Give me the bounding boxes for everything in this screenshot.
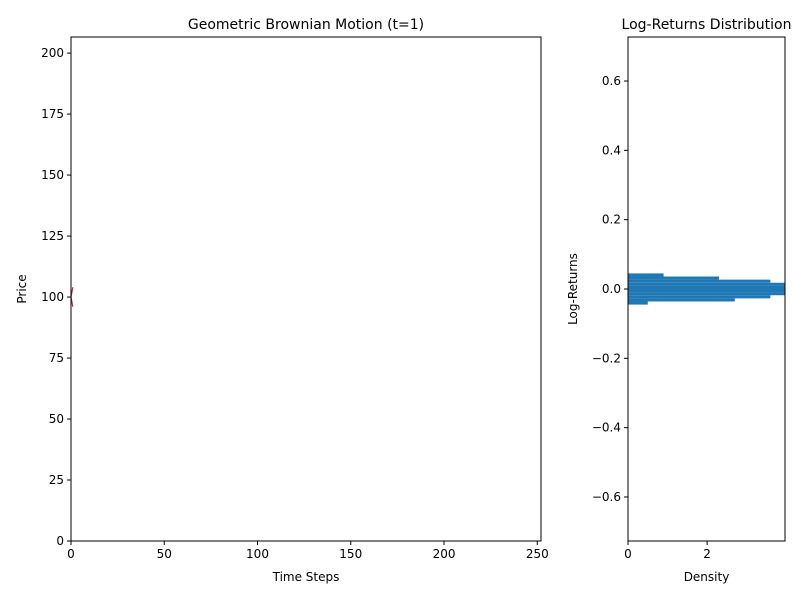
hist-bar — [628, 276, 719, 280]
plot-area — [628, 273, 785, 305]
y-axis-label: Log-Returns — [566, 253, 580, 325]
y-tick-label: 200 — [41, 46, 64, 60]
x-tick-label: 50 — [157, 547, 172, 561]
hist-bar — [628, 295, 771, 299]
hist-bar — [628, 292, 785, 296]
x-axis-label: Density — [684, 570, 730, 584]
y-tick-label: 0.6 — [602, 74, 621, 88]
chart-title: Geometric Brownian Motion (t=1) — [188, 17, 424, 33]
y-tick-label: 25 — [49, 473, 64, 487]
hist-bar — [628, 289, 785, 293]
hist-bar — [628, 301, 648, 305]
y-tick-label: −0.6 — [592, 490, 621, 504]
x-tick-label: 150 — [339, 547, 362, 561]
y-tick-label: 75 — [49, 351, 64, 365]
y-tick-label: 125 — [41, 229, 64, 243]
x-tick-label: 2 — [703, 547, 711, 561]
y-tick-label: 175 — [41, 107, 64, 121]
hist-bar — [628, 282, 785, 286]
y-tick-label: 100 — [41, 290, 64, 304]
y-tick-label: 0.0 — [602, 282, 621, 296]
y-tick-label: −0.4 — [592, 421, 621, 435]
hist-bar — [628, 279, 771, 283]
x-tick-label: 250 — [526, 547, 549, 561]
y-tick-label: 0.4 — [602, 143, 621, 157]
hist-bar — [628, 285, 785, 289]
x-tick-label: 200 — [433, 547, 456, 561]
hist-bar — [628, 298, 735, 302]
hist-bar — [628, 273, 664, 277]
y-tick-label: −0.2 — [592, 351, 621, 365]
chart-title: Log-Returns Distribution — [622, 17, 792, 33]
y-tick-label: 50 — [49, 412, 64, 426]
x-tick-label: 0 — [67, 547, 75, 561]
x-tick-label: 0 — [624, 547, 632, 561]
axes-frame — [70, 36, 542, 542]
subplot: 0 2 −0.6 −0.4 −0.2 0.0 0.2 0.4 0.6 Log-Returns Di… — [566, 17, 792, 584]
x-tick-label: 100 — [246, 547, 269, 561]
y-axis-label: Price — [15, 274, 29, 303]
subplot: 0 50 100 150 200 250 0 25 50 75 100 125 150 175 200 Geo… — [15, 17, 549, 584]
y-tick-label: 0.2 — [602, 213, 621, 227]
y-tick-label: 150 — [41, 168, 64, 182]
y-tick-label: 0 — [56, 534, 64, 548]
x-axis-label: Time Steps — [272, 570, 340, 584]
